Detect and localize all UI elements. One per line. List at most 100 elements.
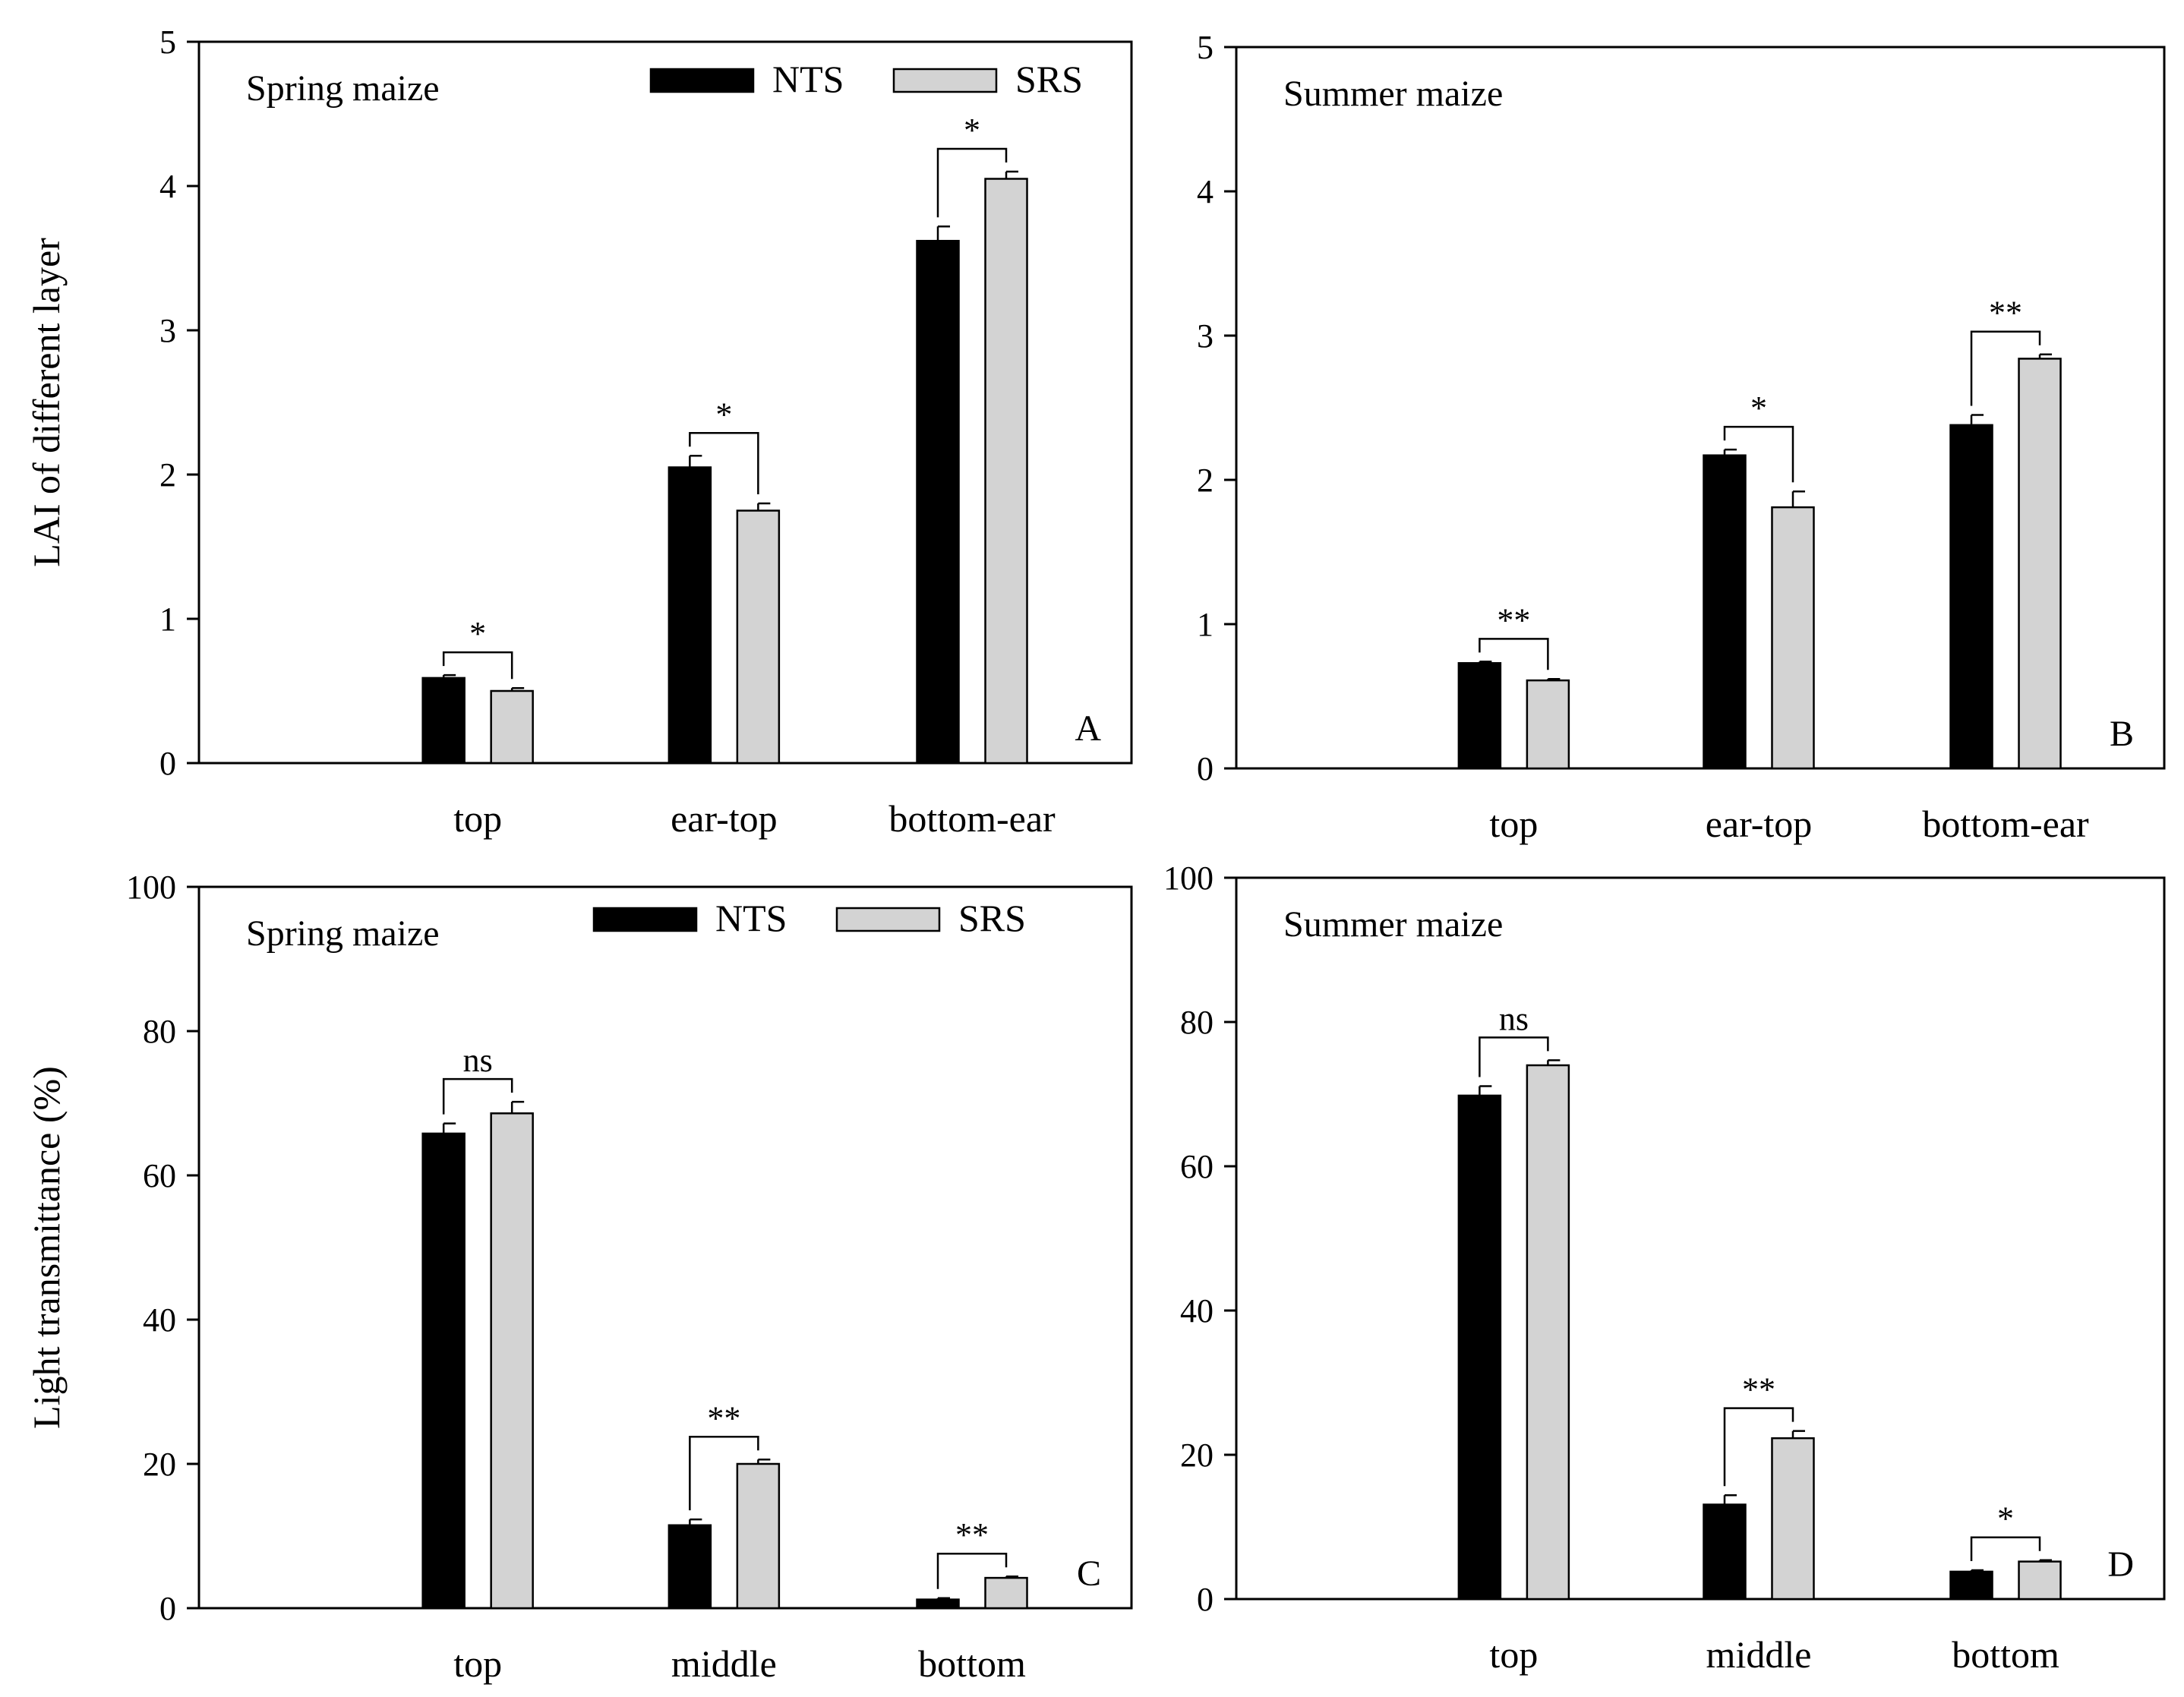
bar-nts xyxy=(1457,662,1502,770)
bar-nts xyxy=(1949,1570,1993,1601)
y-tick-label: 2 xyxy=(159,456,176,494)
panel-c: 0 20 40 60 80 100 Light transmittance (%) Sprin… xyxy=(25,869,1133,1685)
y-tick-label: 20 xyxy=(1180,1437,1214,1474)
bar-srs xyxy=(490,1112,534,1610)
bar-nts xyxy=(668,1524,712,1610)
bar-nts xyxy=(916,1598,960,1610)
significance-label: * xyxy=(1997,1500,2014,1538)
bar-srs xyxy=(2018,358,2062,770)
bar-nts xyxy=(1703,454,1747,770)
panel-d: 0 20 40 60 80 100 Summer maize Dns top ** middle * b… xyxy=(1163,860,2166,1676)
y-tick-label: 0 xyxy=(1197,1581,1214,1618)
category-label: middle xyxy=(671,1642,777,1685)
category-label: top xyxy=(453,797,502,840)
significance-bracket xyxy=(936,147,1008,218)
significance-label: ns xyxy=(463,1042,493,1079)
category-label: top xyxy=(1489,1633,1538,1676)
legend-swatch-srs xyxy=(892,68,998,93)
bar-nts xyxy=(916,239,960,765)
bar-srs xyxy=(736,509,781,765)
significance-label: * xyxy=(715,396,732,433)
bar-srs xyxy=(984,1576,1028,1610)
y-tick-label: 80 xyxy=(1180,1004,1214,1041)
y-tick-label: 1 xyxy=(159,601,176,638)
y-tick-label: 0 xyxy=(159,745,176,782)
y-axis-title: Light transmittance (%) xyxy=(25,1066,68,1429)
y-tick-label: 100 xyxy=(126,869,176,906)
significance-bracket xyxy=(442,1077,513,1115)
significance-bracket xyxy=(1970,330,2041,406)
significance-bracket xyxy=(1479,638,1549,670)
bar-nts xyxy=(1949,424,1993,770)
panel-title: Spring maize xyxy=(246,913,440,954)
y-axis-title: LAI of different layer xyxy=(25,238,68,567)
y-tick-label: 60 xyxy=(1180,1148,1214,1185)
significance-bracket xyxy=(1479,1036,1549,1077)
bar-srs xyxy=(490,689,534,765)
bar-srs xyxy=(1771,1437,1815,1601)
plot-frame xyxy=(1235,46,2166,770)
significance-bracket xyxy=(1723,1407,1794,1487)
legend-swatch-srs xyxy=(835,907,941,932)
plot-frame xyxy=(1235,876,2166,1601)
y-tick-label: 0 xyxy=(159,1590,176,1627)
significance-label: ** xyxy=(1989,295,2022,332)
category-label: bottom xyxy=(918,1642,1026,1685)
legend-label-srs: SRS xyxy=(1015,58,1083,100)
significance-bracket xyxy=(689,432,759,494)
panel-letter: A xyxy=(1075,708,1101,749)
legend-label-srs: SRS xyxy=(958,897,1026,939)
category-label: top xyxy=(1489,803,1538,845)
panel-title: Spring maize xyxy=(246,68,440,109)
y-tick-label: 5 xyxy=(1197,29,1214,66)
category-label: ear-top xyxy=(1706,803,1813,845)
bar-nts xyxy=(1703,1503,1747,1601)
y-tick-label: 3 xyxy=(159,312,176,349)
significance-label: ns xyxy=(1499,1000,1529,1037)
significance-bracket xyxy=(442,651,513,680)
y-tick-label: 60 xyxy=(143,1157,176,1194)
legend-swatch-nts xyxy=(649,68,755,93)
panel-b: 0 1 2 3 4 5 Summer maize B ** top * ear-top ** bottom… xyxy=(1197,29,2166,845)
significance-label: ** xyxy=(1497,601,1530,639)
significance-label: * xyxy=(469,615,486,652)
y-tick-label: 2 xyxy=(1197,462,1214,499)
category-label: bottom-ear xyxy=(888,797,1056,840)
category-label: top xyxy=(453,1642,502,1685)
bar-srs xyxy=(2018,1560,2062,1601)
y-tick-label: 4 xyxy=(1197,173,1214,210)
y-tick-label: 1 xyxy=(1197,606,1214,643)
category-label: bottom xyxy=(1952,1633,2059,1676)
y-tick-label: 5 xyxy=(159,24,176,61)
significance-bracket xyxy=(936,1552,1008,1589)
legend-swatch-nts xyxy=(592,907,698,932)
significance-label: * xyxy=(1750,390,1767,427)
legend-label-nts: NTS xyxy=(715,897,787,939)
significance-bracket xyxy=(1723,425,1794,483)
y-tick-label: 20 xyxy=(143,1446,176,1483)
panel-a: 0 1 2 3 4 5 LAI of different layer Spring maize… xyxy=(25,24,1133,840)
y-tick-label: 80 xyxy=(143,1013,176,1050)
y-tick-label: 100 xyxy=(1163,860,1214,897)
significance-bracket xyxy=(1970,1536,2041,1561)
category-label: bottom-ear xyxy=(1922,803,2089,845)
y-tick-label: 40 xyxy=(143,1301,176,1339)
panel-letter: C xyxy=(1077,1553,1101,1594)
bar-nts xyxy=(668,466,712,765)
legend-label-nts: NTS xyxy=(772,58,844,100)
y-tick-label: 3 xyxy=(1197,317,1214,355)
bar-srs xyxy=(984,178,1028,765)
panel-letter: B xyxy=(2110,714,2134,754)
bar-nts xyxy=(1457,1094,1502,1601)
bar-nts xyxy=(421,1132,466,1610)
bar-srs xyxy=(1526,1064,1570,1601)
significance-label: * xyxy=(964,112,980,149)
bar-srs xyxy=(1526,679,1570,770)
bar-nts xyxy=(421,677,466,765)
y-tick-label: 40 xyxy=(1180,1292,1214,1330)
plot-frame xyxy=(197,40,1133,765)
significance-label: ** xyxy=(707,1399,740,1437)
bar-srs xyxy=(1771,506,1815,770)
bar-srs xyxy=(736,1462,781,1610)
